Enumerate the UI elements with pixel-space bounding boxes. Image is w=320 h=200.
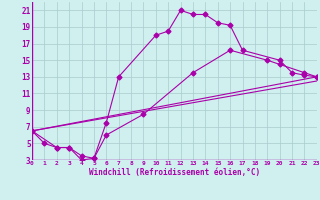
X-axis label: Windchill (Refroidissement éolien,°C): Windchill (Refroidissement éolien,°C) (89, 168, 260, 177)
